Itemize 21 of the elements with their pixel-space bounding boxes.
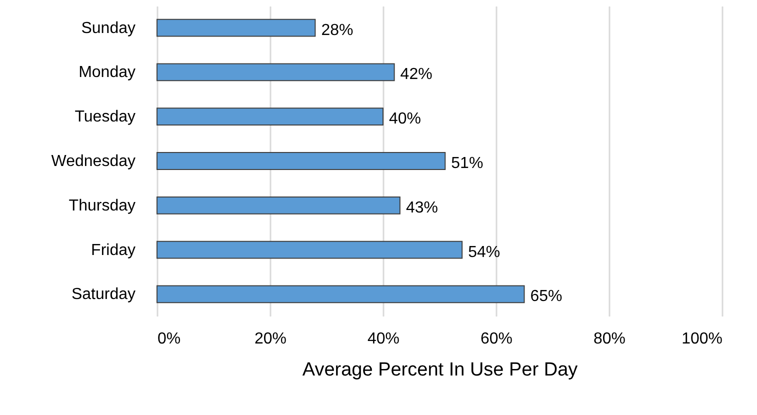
x-tick-label: 80% bbox=[593, 330, 626, 348]
y-tick-label: Wednesday bbox=[51, 153, 136, 170]
x-tick-label: 100% bbox=[682, 330, 722, 348]
data-label: 65% bbox=[530, 288, 562, 306]
y-tick-label: Monday bbox=[78, 64, 136, 82]
y-tick-label: Tuesday bbox=[74, 108, 136, 126]
y-tick-label: Friday bbox=[91, 242, 136, 259]
x-tick-label: 20% bbox=[254, 330, 287, 348]
y-tick-label: Thursday bbox=[68, 197, 136, 214]
data-label: 51% bbox=[451, 155, 484, 172]
y-tick-label: Sunday bbox=[81, 20, 136, 37]
x-axis-title: Average Percent In Use Per Day bbox=[302, 360, 578, 380]
data-label: 40% bbox=[389, 110, 422, 128]
data-label: 42% bbox=[400, 66, 432, 84]
x-tick-label: 60% bbox=[480, 330, 513, 348]
y-tick-label: Saturday bbox=[71, 286, 136, 304]
x-tick-label: 0% bbox=[158, 330, 181, 348]
data-label: 28% bbox=[321, 22, 354, 39]
data-label: 43% bbox=[406, 199, 438, 216]
data-label: 54% bbox=[468, 244, 500, 261]
x-tick-label: 40% bbox=[367, 330, 400, 348]
